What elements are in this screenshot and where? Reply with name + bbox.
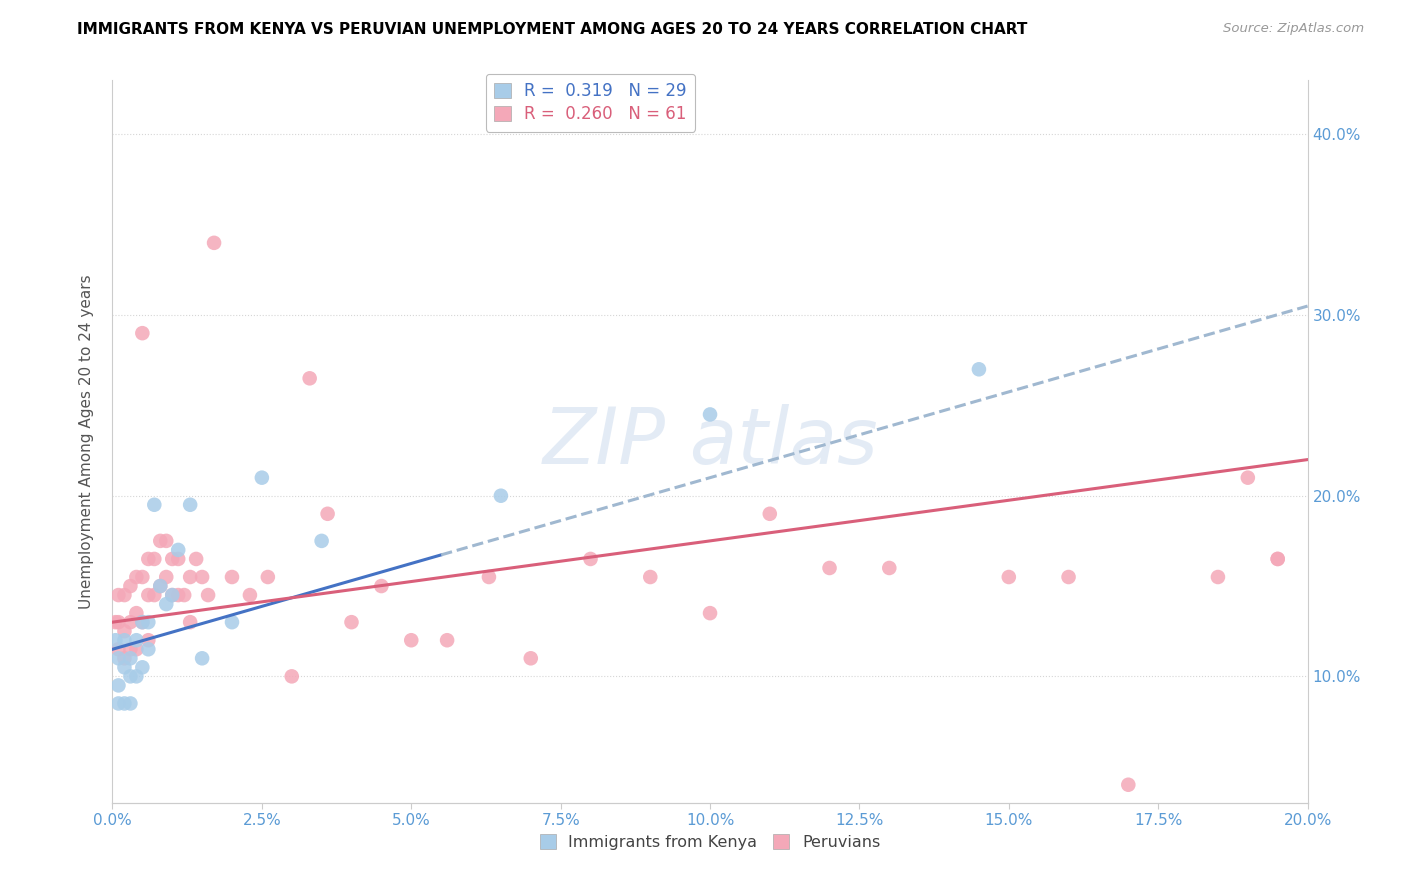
- Point: [120, 579, 142, 593]
- Point: [131, 570, 153, 584]
- Point: [311, 533, 333, 548]
- Point: [316, 507, 339, 521]
- Point: [138, 552, 160, 566]
- Point: [120, 651, 142, 665]
- Point: [179, 570, 201, 584]
- Point: [149, 579, 172, 593]
- Point: [370, 579, 392, 593]
- Point: [114, 588, 135, 602]
- Point: [107, 697, 129, 711]
- Point: [1118, 778, 1140, 792]
- Point: [120, 642, 142, 657]
- Point: [107, 615, 129, 630]
- Point: [167, 552, 190, 566]
- Point: [1057, 570, 1080, 584]
- Point: [640, 570, 662, 584]
- Point: [179, 615, 201, 630]
- Point: [489, 489, 512, 503]
- Point: [191, 651, 214, 665]
- Point: [143, 588, 166, 602]
- Text: IMMIGRANTS FROM KENYA VS PERUVIAN UNEMPLOYMENT AMONG AGES 20 TO 24 YEARS CORRELA: IMMIGRANTS FROM KENYA VS PERUVIAN UNEMPL…: [77, 22, 1028, 37]
- Point: [131, 660, 153, 674]
- Point: [221, 570, 243, 584]
- Point: [114, 624, 135, 639]
- Point: [120, 697, 142, 711]
- Point: [155, 570, 177, 584]
- Point: [138, 642, 160, 657]
- Point: [191, 570, 214, 584]
- Point: [257, 570, 280, 584]
- Point: [143, 498, 166, 512]
- Point: [818, 561, 841, 575]
- Point: [114, 660, 135, 674]
- Point: [125, 606, 148, 620]
- Point: [221, 615, 243, 630]
- Point: [478, 570, 501, 584]
- Point: [125, 633, 148, 648]
- Point: [107, 678, 129, 692]
- Text: Source: ZipAtlas.com: Source: ZipAtlas.com: [1223, 22, 1364, 36]
- Point: [131, 326, 153, 341]
- Point: [125, 642, 148, 657]
- Point: [699, 408, 721, 422]
- Point: [162, 588, 183, 602]
- Point: [107, 642, 129, 657]
- Point: [998, 570, 1021, 584]
- Point: [520, 651, 543, 665]
- Point: [149, 579, 172, 593]
- Point: [114, 697, 135, 711]
- Point: [401, 633, 423, 648]
- Point: [179, 498, 201, 512]
- Point: [340, 615, 363, 630]
- Point: [138, 633, 160, 648]
- Point: [149, 533, 172, 548]
- Point: [114, 651, 135, 665]
- Point: [131, 615, 153, 630]
- Point: [155, 597, 177, 611]
- Point: [436, 633, 458, 648]
- Point: [1206, 570, 1229, 584]
- Point: [759, 507, 782, 521]
- Point: [138, 588, 160, 602]
- Point: [186, 552, 208, 566]
- Point: [107, 588, 129, 602]
- Point: [120, 669, 142, 683]
- Point: [138, 615, 160, 630]
- Point: [239, 588, 262, 602]
- Point: [104, 633, 127, 648]
- Point: [699, 606, 721, 620]
- Point: [197, 588, 219, 602]
- Point: [104, 615, 127, 630]
- Point: [114, 633, 135, 648]
- Point: [120, 615, 142, 630]
- Point: [879, 561, 901, 575]
- Point: [167, 588, 190, 602]
- Point: [1267, 552, 1289, 566]
- Point: [167, 542, 190, 557]
- Point: [202, 235, 225, 250]
- Point: [1267, 552, 1289, 566]
- Point: [250, 471, 273, 485]
- Point: [173, 588, 195, 602]
- Point: [1237, 471, 1260, 485]
- Point: [125, 570, 148, 584]
- Point: [125, 669, 148, 683]
- Point: [281, 669, 304, 683]
- Point: [131, 615, 153, 630]
- Point: [298, 371, 321, 385]
- Point: [967, 362, 990, 376]
- Point: [155, 533, 177, 548]
- Text: ZIP atlas: ZIP atlas: [543, 403, 877, 480]
- Point: [143, 552, 166, 566]
- Legend: Immigrants from Kenya, Peruvians: Immigrants from Kenya, Peruvians: [533, 828, 887, 856]
- Y-axis label: Unemployment Among Ages 20 to 24 years: Unemployment Among Ages 20 to 24 years: [79, 274, 94, 609]
- Point: [162, 588, 183, 602]
- Point: [162, 552, 183, 566]
- Point: [107, 651, 129, 665]
- Point: [579, 552, 602, 566]
